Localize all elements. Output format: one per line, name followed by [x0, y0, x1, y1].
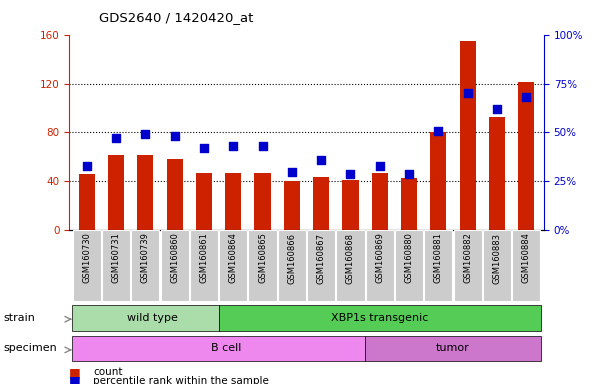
Bar [79, 174, 95, 230]
Bar [196, 173, 212, 230]
Text: GSM160880: GSM160880 [404, 233, 413, 283]
Point [170, 133, 180, 139]
Bar [430, 132, 447, 230]
Bar [102, 230, 130, 301]
Text: GSM160866: GSM160866 [287, 233, 296, 283]
Point [316, 157, 326, 163]
Bar [365, 336, 541, 361]
Text: GSM160883: GSM160883 [492, 233, 501, 283]
Point [492, 106, 502, 112]
Text: GSM160860: GSM160860 [170, 233, 179, 283]
Text: ■: ■ [69, 366, 81, 379]
Bar [489, 117, 505, 230]
Text: GSM160868: GSM160868 [346, 233, 355, 283]
Text: B cell: B cell [211, 343, 241, 354]
Text: GSM160861: GSM160861 [200, 233, 209, 283]
Text: GSM160739: GSM160739 [141, 233, 150, 283]
Bar [219, 230, 247, 301]
Point [404, 170, 414, 177]
Bar [166, 159, 183, 230]
Text: GSM160730: GSM160730 [82, 233, 91, 283]
Point [141, 131, 150, 137]
Text: wild type: wild type [127, 313, 178, 323]
Bar [131, 230, 159, 301]
Bar [190, 230, 218, 301]
Point [433, 127, 443, 134]
Point [463, 90, 472, 96]
Bar [313, 177, 329, 230]
Bar [518, 82, 534, 230]
Point [287, 169, 297, 175]
Text: GSM160882: GSM160882 [463, 233, 472, 283]
Point [111, 135, 121, 141]
Point [82, 163, 91, 169]
Bar [160, 230, 189, 301]
Bar [108, 154, 124, 230]
Bar [219, 305, 541, 331]
Text: GSM160731: GSM160731 [112, 233, 121, 283]
Text: GDS2640 / 1420420_at: GDS2640 / 1420420_at [99, 12, 254, 25]
Bar [460, 41, 476, 230]
Bar [248, 230, 276, 301]
Bar [337, 230, 365, 301]
Text: tumor: tumor [436, 343, 470, 354]
Bar [343, 180, 359, 230]
Text: XBP1s transgenic: XBP1s transgenic [331, 313, 429, 323]
Bar [72, 336, 365, 361]
Bar [73, 230, 101, 301]
Text: GSM160865: GSM160865 [258, 233, 267, 283]
Point [375, 163, 385, 169]
Bar [72, 305, 219, 331]
Point [258, 143, 267, 149]
Bar [284, 182, 300, 230]
Bar [307, 230, 335, 301]
Text: specimen: specimen [3, 343, 56, 354]
Bar [424, 230, 453, 301]
Text: GSM160881: GSM160881 [434, 233, 443, 283]
Bar [454, 230, 482, 301]
Point [346, 170, 355, 177]
Text: percentile rank within the sample: percentile rank within the sample [93, 376, 269, 384]
Bar [278, 230, 306, 301]
Bar [512, 230, 540, 301]
Text: GSM160869: GSM160869 [375, 233, 384, 283]
Bar [137, 154, 153, 230]
Point [228, 143, 238, 149]
Bar [254, 173, 270, 230]
Bar [395, 230, 423, 301]
Point [522, 94, 531, 100]
Text: strain: strain [3, 313, 35, 323]
Text: GSM160867: GSM160867 [317, 233, 326, 283]
Text: count: count [93, 367, 123, 377]
Bar [483, 230, 511, 301]
Bar [372, 173, 388, 230]
Text: ■: ■ [69, 374, 81, 384]
Point [199, 145, 209, 151]
Text: GSM160884: GSM160884 [522, 233, 531, 283]
Bar [366, 230, 394, 301]
Bar [225, 173, 241, 230]
Bar [401, 178, 417, 230]
Text: GSM160864: GSM160864 [229, 233, 238, 283]
